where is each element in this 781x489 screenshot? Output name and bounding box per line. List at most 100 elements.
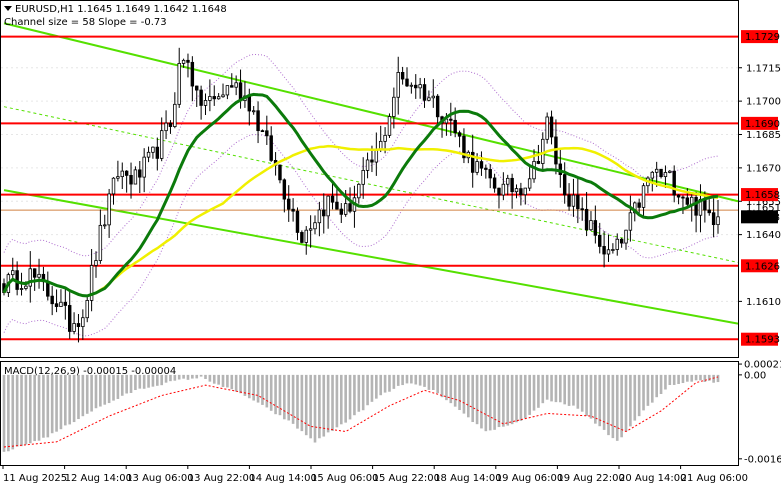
candle-bear [435, 95, 440, 118]
candle-bull [650, 171, 655, 179]
candle-bull [89, 265, 94, 301]
macd-bar [164, 374, 168, 383]
candle-bull [142, 156, 146, 178]
candle-bear [484, 167, 488, 170]
candle-bull [24, 285, 28, 289]
candle [659, 168, 663, 179]
candle-bull [133, 169, 138, 185]
macd-bar [269, 374, 273, 411]
macd-bar [186, 374, 190, 380]
candle [186, 53, 190, 78]
macd-bar [274, 374, 277, 415]
macd-bar [493, 374, 496, 430]
collapse-triangle-icon[interactable] [4, 6, 12, 11]
candle-bear [422, 84, 427, 101]
channel-header: Channel size = 58 Slope = -0.73 [4, 17, 167, 28]
macd-bar [388, 374, 391, 392]
macd-bar [366, 374, 369, 406]
level-tag-bg [741, 30, 778, 44]
candle-bull [668, 170, 672, 173]
candle [611, 243, 615, 254]
candle [116, 160, 120, 182]
y-tick-label: 1.1700 [746, 97, 781, 108]
candle-bull [418, 84, 422, 89]
candle [567, 183, 571, 211]
macd-bar [589, 374, 593, 419]
candle-bull [164, 122, 168, 132]
candle [146, 146, 151, 163]
macd-bar [182, 374, 185, 379]
candle [711, 195, 716, 238]
macd-bar [418, 374, 422, 386]
candle-bear [659, 168, 663, 178]
macd-bar [545, 374, 549, 400]
candle [694, 191, 698, 233]
candle-bull [11, 270, 15, 276]
candle-bear [453, 119, 457, 134]
x-tick-label: 19 Aug 22:00 [557, 473, 624, 484]
macd-bar [247, 374, 251, 399]
candle-bear [269, 135, 273, 161]
candle-bull [225, 85, 230, 96]
candle [111, 177, 116, 205]
macd-bar [410, 374, 413, 384]
macd-bar [291, 374, 295, 424]
candle [221, 83, 225, 98]
candle [168, 120, 173, 134]
candle-bear [195, 85, 199, 91]
macd-bar [304, 374, 308, 436]
macd-bar [243, 374, 247, 396]
candle-bull [378, 140, 383, 150]
candle-bear [488, 169, 492, 179]
candle [54, 289, 59, 313]
candle-bull [571, 194, 576, 207]
macd-bar [646, 374, 650, 406]
macd-bar [681, 374, 685, 384]
candle-bear [50, 295, 54, 305]
candle [663, 165, 668, 189]
candle-bull [251, 110, 256, 113]
macd-bar [296, 374, 299, 429]
macd-bar [94, 374, 98, 409]
reference-price-label: 1.1651 [746, 203, 781, 214]
envelope-upper [3, 53, 719, 257]
x-tick-label: 20 Aug 14:00 [619, 473, 686, 484]
candle-bear [562, 174, 567, 196]
macd-bar [576, 374, 580, 409]
macd-bar [716, 374, 720, 383]
candle [295, 207, 300, 241]
symbol-header: EURUSD,H1 1.1645 1.1649 1.1642 1.1648 [15, 4, 227, 15]
macd-bar [226, 374, 229, 388]
candle-bear [510, 177, 514, 193]
candle [462, 128, 466, 164]
macd-bar [445, 374, 448, 401]
candle [173, 92, 177, 129]
macd-bar [484, 374, 488, 432]
macd-bar [230, 374, 234, 390]
candle [308, 215, 313, 248]
macd-bar [427, 374, 431, 390]
candle-bear [76, 323, 81, 327]
candle-bull [589, 220, 593, 231]
candle-bear [637, 202, 641, 208]
candle [527, 165, 532, 192]
candle-bull [28, 268, 32, 287]
x-tick-label: 19 Aug 06:00 [496, 473, 563, 484]
macd-bar [462, 374, 466, 414]
candle-bear [46, 281, 50, 297]
candle-bear [295, 210, 300, 233]
macd-bar [361, 374, 365, 411]
macd-bar [370, 374, 374, 402]
candle-bear [322, 209, 326, 217]
candle [251, 106, 256, 115]
macd-bar [453, 374, 457, 407]
candle [81, 309, 85, 340]
candle [488, 164, 492, 189]
macd-bar [396, 374, 400, 386]
macd-header: MACD(12,26,9) -0.00015 -0.00004 [4, 366, 176, 377]
candle [98, 209, 103, 264]
macd-bar [326, 374, 330, 433]
macd-bar [506, 374, 510, 426]
macd-bar [607, 374, 610, 436]
